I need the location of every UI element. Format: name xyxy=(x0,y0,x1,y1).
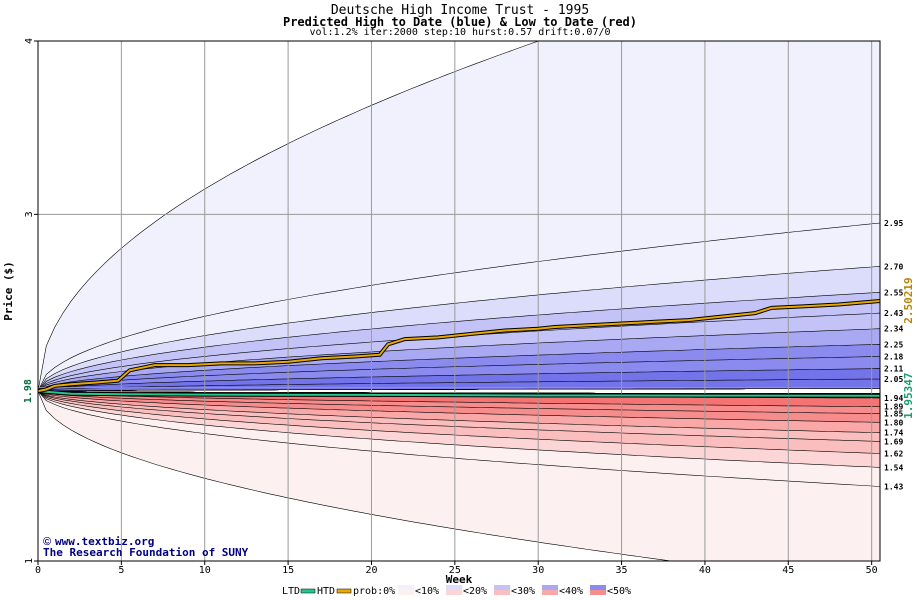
end-high-label: 2.50219 xyxy=(902,277,915,323)
y-tick-label: 1 xyxy=(24,558,35,564)
legend-htd-label: HTD xyxy=(317,586,335,597)
end-low-label: 1.95347 xyxy=(902,373,915,419)
legend-prob-label: prob:0% xyxy=(353,586,395,597)
high-quantile-label: 2.34 xyxy=(884,325,903,334)
low-quantile-label: 1.85 xyxy=(884,410,903,419)
chart-subtitle: Predicted High to Date (blue) & Low to D… xyxy=(282,15,637,29)
x-tick-label: 45 xyxy=(782,565,794,576)
legend-ltd-label: LTD xyxy=(282,586,300,597)
htd-line xyxy=(37,300,881,393)
legend-swatch-high xyxy=(542,585,558,590)
legend-item-label: <10% xyxy=(415,586,439,597)
chart-params: vol:1.2% iter:2000 step:10 hurst:0.57 dr… xyxy=(309,27,611,38)
watermark-org: The Research Foundation of SUNY xyxy=(43,546,249,559)
watermark-site: www.textbiz.org xyxy=(55,535,154,548)
x-tick-label: 50 xyxy=(866,565,878,576)
low-quantile-label: 1.89 xyxy=(884,403,903,412)
x-tick-label: 0 xyxy=(35,565,41,576)
legend-swatch-high xyxy=(494,585,510,590)
legend-item-label: <20% xyxy=(463,586,487,597)
x-axis-label: Week xyxy=(446,573,473,586)
ltd-line xyxy=(37,390,881,397)
x-tick-label: 10 xyxy=(199,565,211,576)
start-price-label: 1.98 xyxy=(23,379,34,403)
high-quantile-label: 2.43 xyxy=(884,309,903,318)
copyright-icon: © xyxy=(43,536,51,548)
legend-item-label: <50% xyxy=(607,586,631,597)
legend-item-label: <40% xyxy=(559,586,583,597)
high-quantile-label: 2.70 xyxy=(884,262,903,271)
legend-htd-swatch xyxy=(336,588,352,594)
y-tick-label: 4 xyxy=(24,38,35,44)
x-tick-label: 35 xyxy=(616,565,628,576)
plot-frame xyxy=(37,40,881,562)
chart-title: Deutsche High Income Trust - 1995 xyxy=(330,3,590,18)
x-tick-label: 40 xyxy=(699,565,711,576)
x-tick-label: 20 xyxy=(365,565,377,576)
high-quantile-label: 2.25 xyxy=(884,340,903,349)
x-tick-label: 30 xyxy=(532,565,544,576)
legend-swatch-low xyxy=(542,590,558,595)
low-quantile-label: 1.62 xyxy=(884,450,903,459)
legend-swatch-low xyxy=(398,590,414,595)
legend-item-label: <30% xyxy=(511,586,535,597)
low-quantile-label: 1.74 xyxy=(884,429,903,438)
y-axis-label: Price ($) xyxy=(2,261,15,321)
x-tick-label: 15 xyxy=(282,565,294,576)
high-quantile-label: 2.18 xyxy=(884,352,903,361)
high-quantile-label: 2.11 xyxy=(884,365,903,374)
legend-swatch-low xyxy=(446,590,462,595)
low-quantile-label: 1.94 xyxy=(884,394,903,403)
band-group xyxy=(38,41,880,561)
legend-swatch-high xyxy=(590,585,606,590)
legend-swatch-high xyxy=(446,585,462,590)
x-tick-label: 25 xyxy=(449,565,461,576)
axis-ticks: 0 5 10 15 20 25 30 35 40 45 501341.982.952.702.552… xyxy=(23,38,915,576)
series-lines xyxy=(37,299,881,398)
x-tick-label: 5 xyxy=(118,565,124,576)
high-quantile-label: 2.95 xyxy=(884,219,903,228)
low-quantile-label: 1.80 xyxy=(884,418,903,427)
low-quantile-label: 1.54 xyxy=(884,463,903,472)
grid-lines xyxy=(37,41,880,561)
low-quantile-label: 1.43 xyxy=(884,482,903,491)
high-quantile-label: 2.55 xyxy=(884,288,903,297)
low-quantile-label: 1.69 xyxy=(884,437,903,446)
probability-bands xyxy=(38,41,880,561)
legend-swatch-low xyxy=(494,590,510,595)
legend: LTD HTD prob:0% <10% <20% <30% <40% <50% xyxy=(282,585,631,597)
legend-swatch-low xyxy=(590,590,606,595)
y-tick-label: 3 xyxy=(24,211,35,217)
high-quantile-label: 2.05 xyxy=(884,375,903,384)
legend-swatch-high xyxy=(398,585,414,590)
legend-ltd-swatch xyxy=(300,588,316,594)
